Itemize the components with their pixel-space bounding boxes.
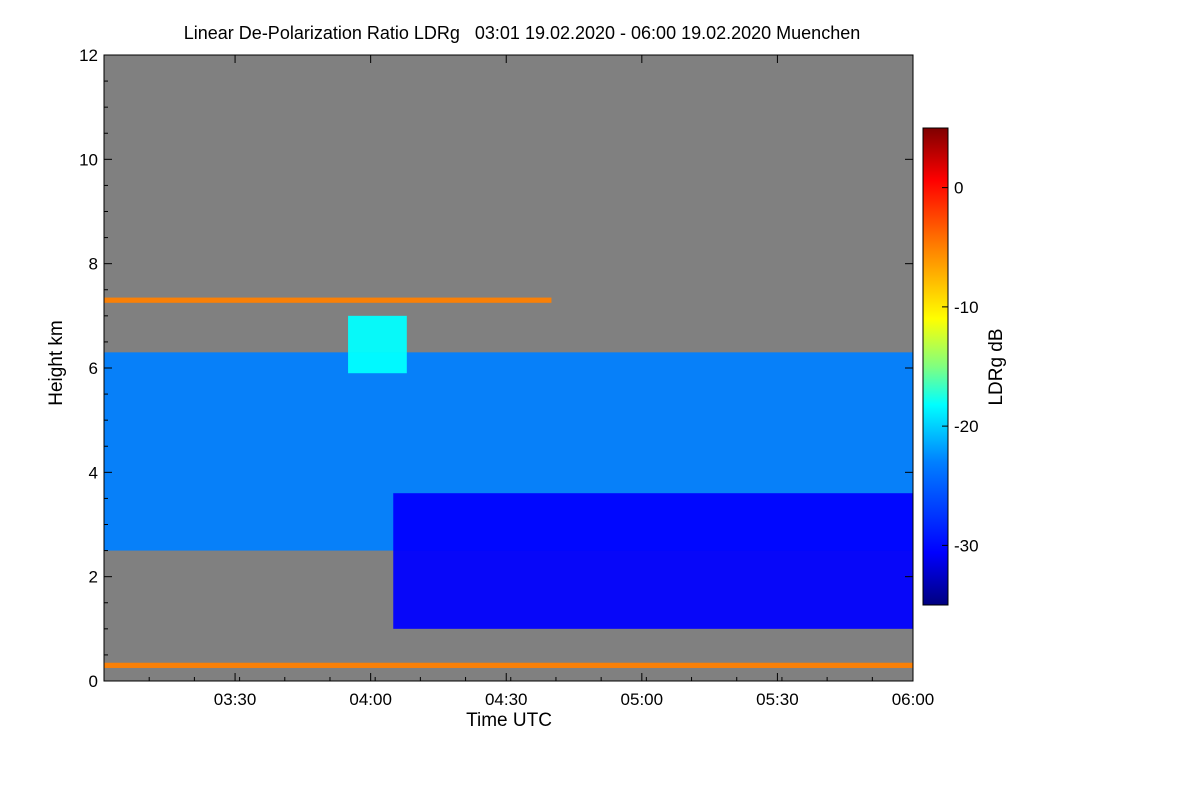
x-tick-label: 05:30 (756, 690, 799, 709)
y-axis-title: Height km (46, 320, 67, 406)
y-tick-label: 8 (89, 255, 98, 274)
y-tick-label: 10 (79, 150, 98, 169)
feature-4 (104, 662, 913, 668)
x-axis: 03:30 04:00 04:30 05:00 05:30 06:00 (103, 55, 935, 709)
x-tick-label: 04:00 (349, 690, 392, 709)
x-tick-label: 05:00 (621, 690, 664, 709)
x-axis-title: Time UTC (466, 710, 552, 731)
feature-2 (348, 315, 407, 374)
y-tick-label: 12 (79, 46, 98, 65)
colorbar-tick-label: 0 (954, 179, 963, 198)
colorbar-tick-label: -10 (954, 298, 979, 317)
y-tick-label: 6 (89, 359, 98, 378)
y-tick-label: 0 (89, 672, 98, 691)
heatmap-features (104, 297, 913, 668)
chart-title: Linear De-Polarization Ratio LDRg 03:01 … (184, 23, 860, 43)
colorbar (922, 127, 949, 606)
feature-1 (393, 493, 913, 629)
y-tick-label: 2 (89, 568, 98, 587)
colorbar-tick-label: -30 (954, 536, 979, 555)
y-tick-label: 4 (89, 463, 98, 482)
x-tick-label: 06:00 (892, 690, 935, 709)
feature-3 (104, 297, 552, 303)
colorbar-title: LDRg dB (986, 328, 1007, 405)
colorbar-tick-label: -20 (954, 417, 979, 436)
x-tick-label: 04:30 (485, 690, 528, 709)
y-axis: 0 2 4 6 8 10 12 (79, 46, 913, 691)
colorbar-axis: 0 -10 -20 -30 (942, 179, 979, 555)
x-tick-label: 03:30 (214, 690, 257, 709)
